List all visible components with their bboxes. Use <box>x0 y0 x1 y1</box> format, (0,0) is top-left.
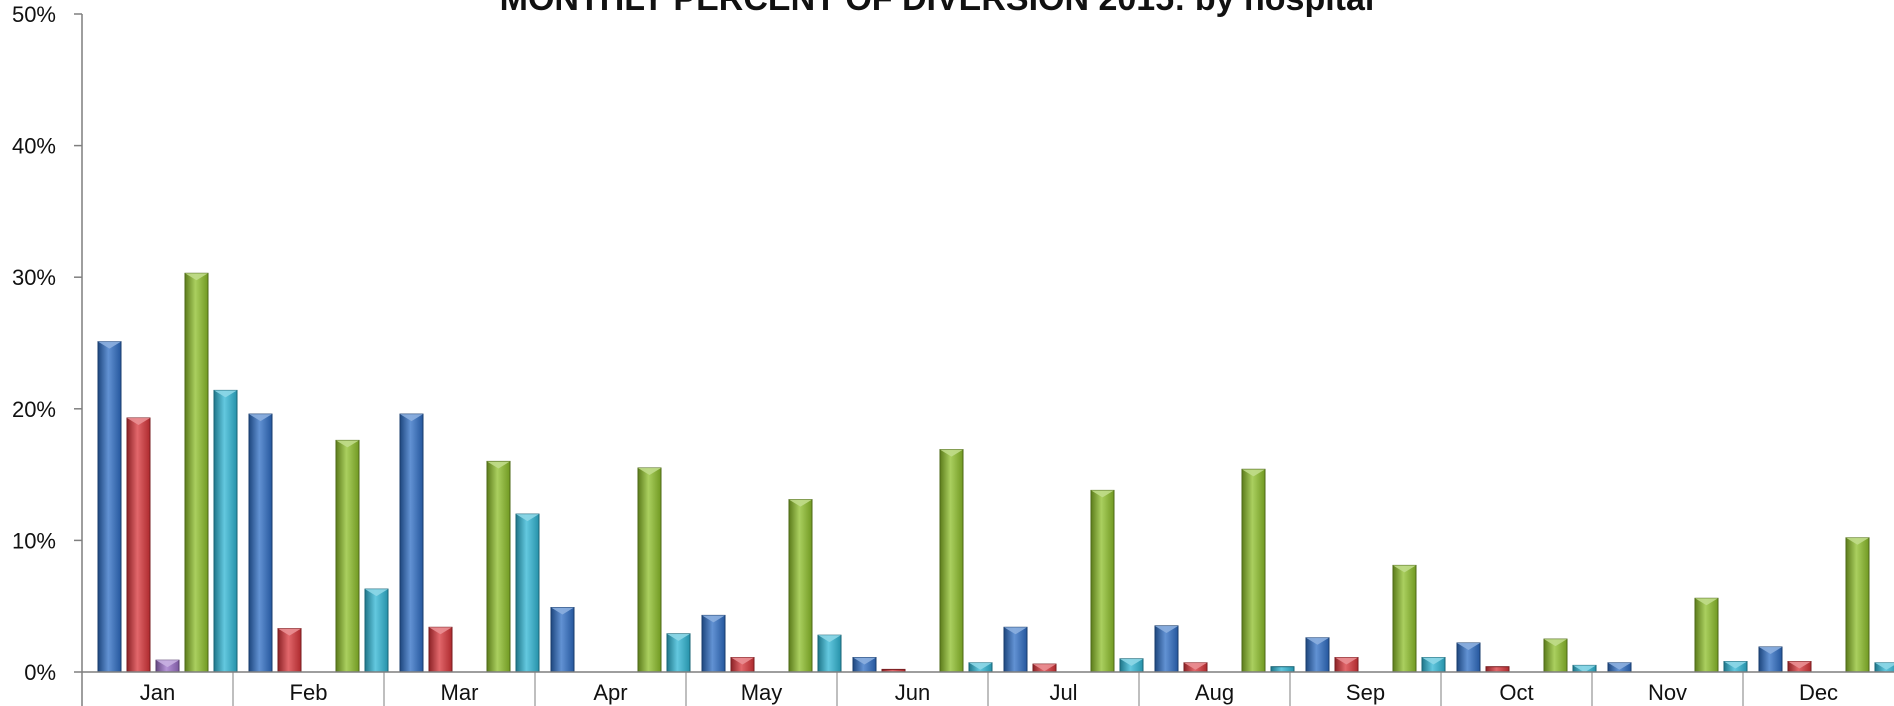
bar-cap-series4-jun <box>940 449 963 457</box>
bar-cap-series5-may <box>818 635 841 643</box>
bar-cap-series2-mar <box>429 627 452 635</box>
bars-group <box>97 272 1894 673</box>
bar-cap-series4-jan <box>185 273 208 281</box>
x-tick-label-oct: Oct <box>1499 680 1533 705</box>
x-tick-label-feb: Feb <box>290 680 328 705</box>
bar-cap-series5-mar <box>516 514 539 522</box>
bar-series4-mar <box>486 460 511 673</box>
bar-cap-series1-mar <box>400 414 423 422</box>
bar-series5-aug <box>1270 666 1295 673</box>
bar-series1-mar <box>399 413 424 673</box>
bar-cap-series5-apr <box>667 633 690 641</box>
bar-series1-jan <box>97 341 122 673</box>
bar-cap-series3-jan <box>156 660 179 668</box>
bar-series4-dec <box>1845 537 1870 673</box>
bar-series5-mar <box>515 513 540 673</box>
bar-cap-series5-oct <box>1573 665 1596 673</box>
bar-cap-series1-dec <box>1759 646 1782 654</box>
bar-cap-series5-jun <box>969 662 992 670</box>
x-tick-label-nov: Nov <box>1648 680 1687 705</box>
bar-cap-series4-oct <box>1544 639 1567 647</box>
bar-series5-jan <box>213 389 238 673</box>
bar-cap-series4-jul <box>1091 490 1114 498</box>
bar-cap-series2-jul <box>1033 664 1056 672</box>
bar-cap-series1-jun <box>853 657 876 665</box>
bar-cap-series4-mar <box>487 461 510 469</box>
x-tick-label-dec: Dec <box>1799 680 1838 705</box>
y-tick-label: 30% <box>12 265 56 290</box>
x-tick-label-apr: Apr <box>593 680 627 705</box>
bar-cap-series5-sep <box>1422 657 1445 665</box>
y-tick-label: 50% <box>12 2 56 27</box>
bar-cap-series1-sep <box>1306 637 1329 645</box>
bar-cap-series4-may <box>789 499 812 507</box>
bar-cap-series4-sep <box>1393 565 1416 573</box>
bar-cap-series1-apr <box>551 607 574 615</box>
x-tick-label-jun: Jun <box>895 680 930 705</box>
bar-series4-may <box>788 499 813 673</box>
bar-series4-jul <box>1090 489 1115 673</box>
bar-cap-series1-aug <box>1155 625 1178 633</box>
bar-cap-series2-dec <box>1788 661 1811 669</box>
bar-cap-series4-apr <box>638 468 661 476</box>
x-tick-label-mar: Mar <box>441 680 479 705</box>
y-tick-label: 20% <box>12 397 56 422</box>
x-tick-label-aug: Aug <box>1195 680 1234 705</box>
bar-cap-series2-sep <box>1335 657 1358 665</box>
y-tick-label: 40% <box>12 134 56 159</box>
bar-cap-series2-jan <box>127 418 150 426</box>
bar-cap-series5-jul <box>1120 658 1143 666</box>
bar-cap-series4-dec <box>1846 537 1869 545</box>
bar-cap-series4-aug <box>1242 469 1265 477</box>
bar-cap-series1-jan <box>98 341 121 349</box>
bar-cap-series4-feb <box>336 440 359 448</box>
bar-cap-series1-may <box>702 615 725 623</box>
x-tick-label-jul: Jul <box>1049 680 1077 705</box>
bar-series2-jan <box>126 417 151 673</box>
y-tick-label: 10% <box>12 528 56 553</box>
axes-group: 0% 10% 20% 30% 40% 50% Jan Feb Mar Apr May Jun Jul Au… <box>12 2 1894 706</box>
bar-cap-series1-jul <box>1004 627 1027 635</box>
bar-cap-series5-jan <box>214 390 237 398</box>
bar-series5-feb <box>364 588 389 673</box>
bar-cap-series2-aug <box>1184 662 1207 670</box>
bar-cap-series5-nov <box>1724 661 1747 669</box>
y-tick-label: 0% <box>24 660 56 685</box>
bar-series1-feb <box>248 413 273 673</box>
bar-series4-sep <box>1392 564 1417 673</box>
bar-series4-jun <box>939 449 964 673</box>
bar-series2-oct <box>1485 666 1510 673</box>
x-tick-label-jan: Jan <box>140 680 175 705</box>
x-tick-label-sep: Sep <box>1346 680 1385 705</box>
bar-cap-series1-oct <box>1457 643 1480 651</box>
bar-cap-series5-dec <box>1875 662 1894 670</box>
title-group: MONTHLY PERCENT OF DIVERSION 2015: by ho… <box>500 0 1375 18</box>
bar-cap-series1-nov <box>1608 662 1631 670</box>
bar-cap-series4-nov <box>1695 598 1718 606</box>
x-tick-label-may: May <box>741 680 783 705</box>
bar-cap-series2-feb <box>278 628 301 636</box>
bar-series4-nov <box>1694 597 1719 673</box>
bar-cap-series5-feb <box>365 589 388 597</box>
bar-series1-may <box>701 614 726 673</box>
bar-series4-aug <box>1241 468 1266 673</box>
bar-cap-series2-may <box>731 657 754 665</box>
bar-series1-apr <box>550 607 575 673</box>
bar-series4-apr <box>637 467 662 673</box>
bar-cap-series1-feb <box>249 414 272 422</box>
chart-title: MONTHLY PERCENT OF DIVERSION 2015: by ho… <box>500 0 1375 18</box>
bar-series4-jan <box>184 272 209 673</box>
bar-series4-feb <box>335 439 360 673</box>
